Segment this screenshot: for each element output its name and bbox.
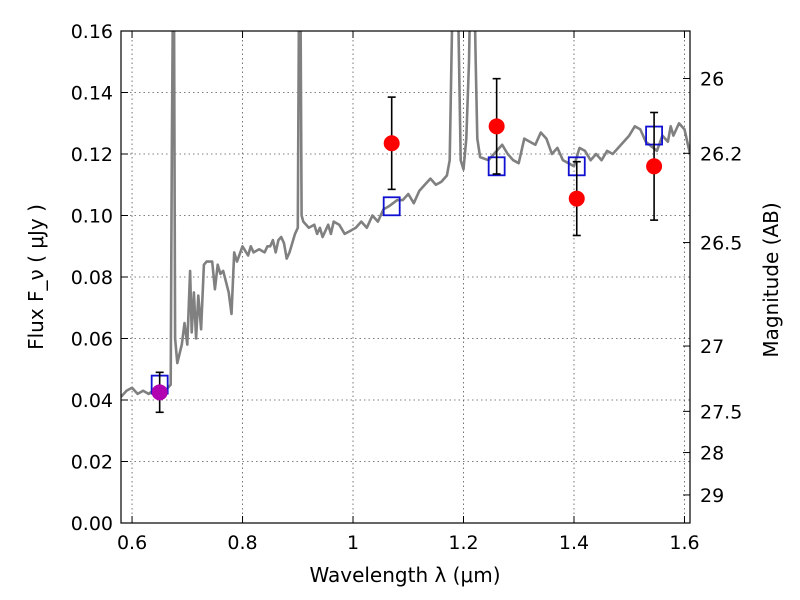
x-tick-label: 1.6 — [669, 532, 699, 554]
right-tick-label: 26.5 — [700, 233, 742, 255]
spectrum-line — [121, 31, 690, 398]
y-tick-label: 0.08 — [71, 267, 113, 289]
right-tick-label: 27.5 — [700, 401, 742, 423]
y-tick-label: 0.02 — [71, 452, 113, 474]
y-tick-label: 0.04 — [71, 390, 113, 412]
axes — [120, 30, 691, 524]
right-tick-label: 27 — [700, 336, 724, 358]
x-tick-label: 0.8 — [227, 532, 257, 554]
right-tick-label: 26.2 — [700, 143, 742, 165]
right-tick-label: 26 — [700, 69, 724, 91]
y-tick-label: 0.12 — [71, 144, 113, 166]
right-tick-label: 29 — [700, 485, 724, 507]
y-tick-label: 0.00 — [71, 513, 113, 535]
x-tick-label: 0.6 — [117, 532, 147, 554]
right-tick-label: 28 — [700, 443, 724, 465]
data-markers — [150, 77, 663, 414]
data-point — [383, 135, 400, 152]
x-tick-label: 1.4 — [559, 532, 589, 554]
data-point — [646, 158, 663, 175]
grid — [121, 30, 690, 524]
tick-labels: 0.6 0.8 1 1.2 1.4 1.6 0.00 0.02 0.04 0.06 0.08 0.10… — [71, 21, 743, 554]
y-tick-label: 0.10 — [71, 206, 113, 228]
x-tick-label: 1.2 — [448, 532, 478, 554]
data-point — [151, 384, 168, 401]
square-marker — [382, 196, 401, 217]
data-point — [488, 118, 505, 135]
y-axis-title: Flux F_ν ( μJy ) — [24, 204, 48, 350]
y-tick-label: 0.06 — [71, 329, 113, 351]
data-point — [568, 190, 585, 207]
x-axis-title: Wavelength λ (μm) — [309, 563, 500, 587]
y-tick-label: 0.14 — [71, 83, 113, 105]
x-tick-label: 1 — [347, 532, 359, 554]
model-spectrum — [121, 31, 690, 398]
y-axis-right-title: Magnitude (AB) — [759, 202, 783, 357]
y-tick-label: 0.16 — [71, 21, 113, 43]
